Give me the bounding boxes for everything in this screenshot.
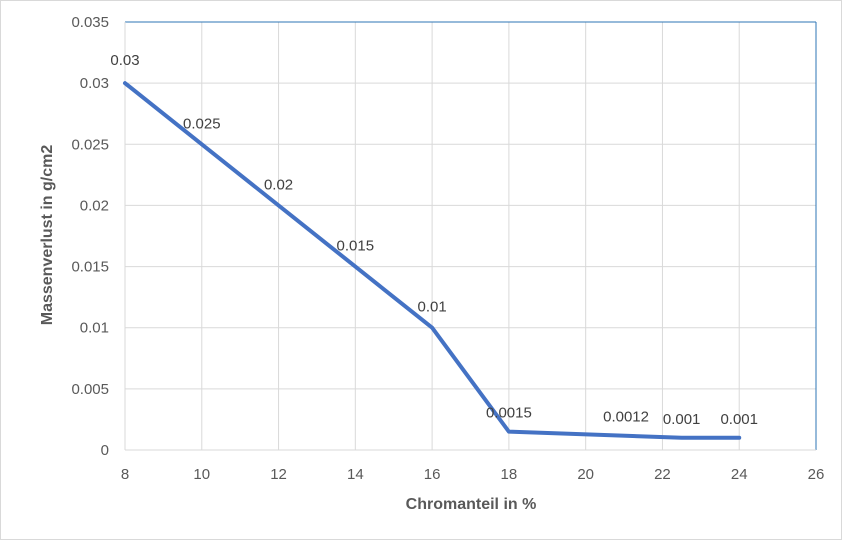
data-label: 0.01 [418,299,447,316]
x-tick-label: 20 [577,466,594,483]
y-tick-label: 0.01 [80,320,109,337]
x-tick-label: 14 [347,466,364,483]
y-tick-label: 0.02 [80,197,109,214]
data-label: 0.025 [183,115,221,132]
data-label: 0.015 [337,238,375,255]
data-labels: 0.03 0.025 0.02 0.015 0.01 0.0015 0.001 0.001 0.… [110,52,758,428]
x-tick-label: 8 [121,466,129,483]
x-tick-label: 10 [193,466,210,483]
x-tick-label: 24 [731,466,748,483]
y-tick-label: 0.035 [71,14,109,31]
y-tick-label: 0.025 [71,136,109,153]
data-label: 0.001 [663,411,701,428]
annotation-label: 0.0012 [603,408,649,425]
x-tick-label: 12 [270,466,287,483]
data-label: 0.001 [720,411,758,428]
data-label: 0.03 [110,52,139,69]
axes: 0 0.005 0.01 0.015 0.02 0.025 0.03 0.035 8 10 12 14… [71,14,824,483]
series-line [123,81,742,440]
x-axis-title: Chromanteil in % [406,496,537,513]
x-tick-label: 22 [654,466,671,483]
y-tick-label: 0.03 [80,75,109,92]
x-tick-label: 16 [424,466,441,483]
y-axis-title: Massenverlust in g/cm2 [39,145,56,326]
y-tick-label: 0 [101,442,109,459]
data-label: 0.02 [264,176,293,193]
x-tick-label: 18 [501,466,518,483]
series-layer [123,81,742,440]
y-tick-label: 0.005 [71,381,109,398]
x-tick-label: 26 [808,466,825,483]
y-tick-label: 0.015 [71,259,109,276]
grid [125,21,817,450]
data-label: 0.0015 [486,405,532,422]
